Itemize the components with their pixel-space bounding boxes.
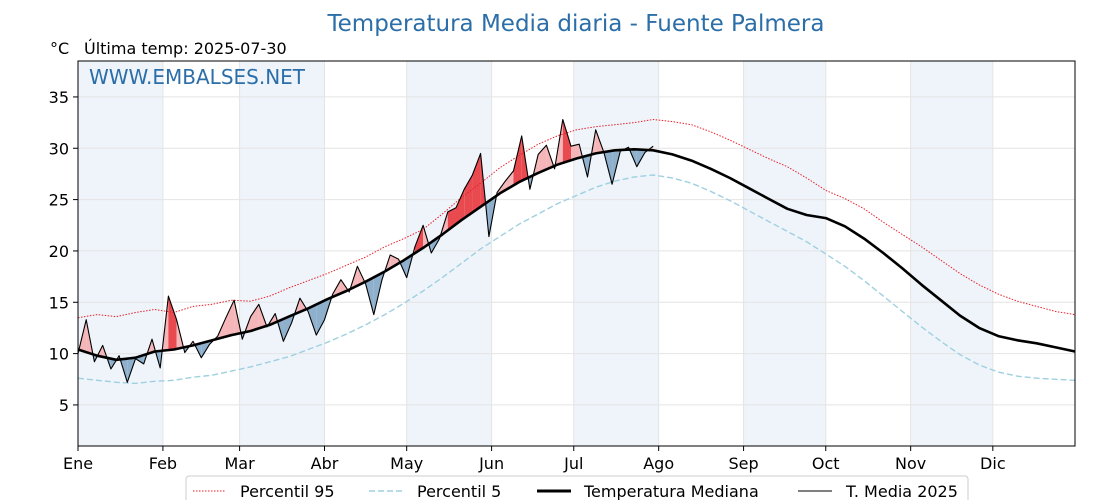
series-lines <box>77 118 1076 385</box>
month-band-mar <box>239 61 325 446</box>
x-tick-label-mar: Mar <box>225 454 256 473</box>
line-media-2025 <box>77 118 654 383</box>
x-tick-label-jul: Jul <box>563 454 583 473</box>
x-tick-label-oct: Oct <box>812 454 840 473</box>
x-tick-label-jun: Jun <box>478 454 504 473</box>
month-band-jul <box>573 61 659 446</box>
y-tick-label-30: 30 <box>49 139 69 158</box>
fill-above-61 <box>571 144 580 161</box>
fill-above-47 <box>455 189 465 225</box>
last-temp-label: Última temp: 2025-07-30 <box>84 39 287 58</box>
x-tick-label-may: May <box>390 454 423 473</box>
month-bands <box>78 61 993 446</box>
legend-median-label: Temperatura Mediana <box>583 482 759 500</box>
fill-below-30 <box>316 300 325 336</box>
x-tick-label-dic: Dic <box>980 454 1006 473</box>
unit-label: °C <box>50 39 69 58</box>
y-tick-label-25: 25 <box>49 191 69 210</box>
fill-above-22 <box>250 304 259 332</box>
month-band-sep <box>743 61 826 446</box>
month-band-nov <box>910 61 993 446</box>
x-tick-label-feb: Feb <box>149 454 177 473</box>
fill-above-42 <box>414 225 424 254</box>
month-band-ene <box>78 61 163 446</box>
x-tick-label-ago: Ago <box>643 454 674 473</box>
line-mediana <box>77 148 1076 362</box>
fill-above-12 <box>168 296 177 351</box>
fill-below-26 <box>283 315 292 342</box>
month-band-may <box>406 61 492 446</box>
x-tick-label-nov: Nov <box>895 454 926 473</box>
legend-p95-label: Percentil 95 <box>240 482 335 500</box>
y-tick-label-5: 5 <box>59 396 69 415</box>
fill-below-29 <box>308 304 317 336</box>
x-axis: Ene Feb Mar Abr May Jun Jul Ago Sep Oct Nov Dic <box>63 446 1006 473</box>
x-tick-label-ene: Ene <box>63 454 93 473</box>
y-axis: 5 10 15 20 25 30 35 <box>49 88 78 415</box>
fill-above-49 <box>472 153 481 213</box>
chart-title: Temperatura Media diaria - Fuente Palmer… <box>327 11 825 37</box>
y-tick-label-35: 35 <box>49 88 69 107</box>
line-percentil-5 <box>77 174 1076 385</box>
y-tick-label-10: 10 <box>49 345 69 364</box>
fill-above-60 <box>562 119 572 163</box>
y-tick-label-15: 15 <box>49 293 69 312</box>
x-tick-label-abr: Abr <box>311 454 339 473</box>
legend-p5-label: Percentil 5 <box>417 482 501 500</box>
fill-above-54 <box>513 135 522 186</box>
line-percentil-95 <box>77 118 1076 319</box>
legend-box <box>185 475 969 500</box>
watermark: WWW.EMBALSES.NET <box>89 65 306 89</box>
legend: Percentil 95 Percentil 5 Temperatura Med… <box>185 475 969 500</box>
fill-above-38b <box>384 255 391 272</box>
x-tick-label-sep: Sep <box>729 454 759 473</box>
y-tick-label-20: 20 <box>49 242 69 261</box>
fill-above-19 <box>225 300 235 337</box>
plot-frame <box>77 60 1076 447</box>
legend-2025-label: T. Media 2025 <box>845 482 958 500</box>
